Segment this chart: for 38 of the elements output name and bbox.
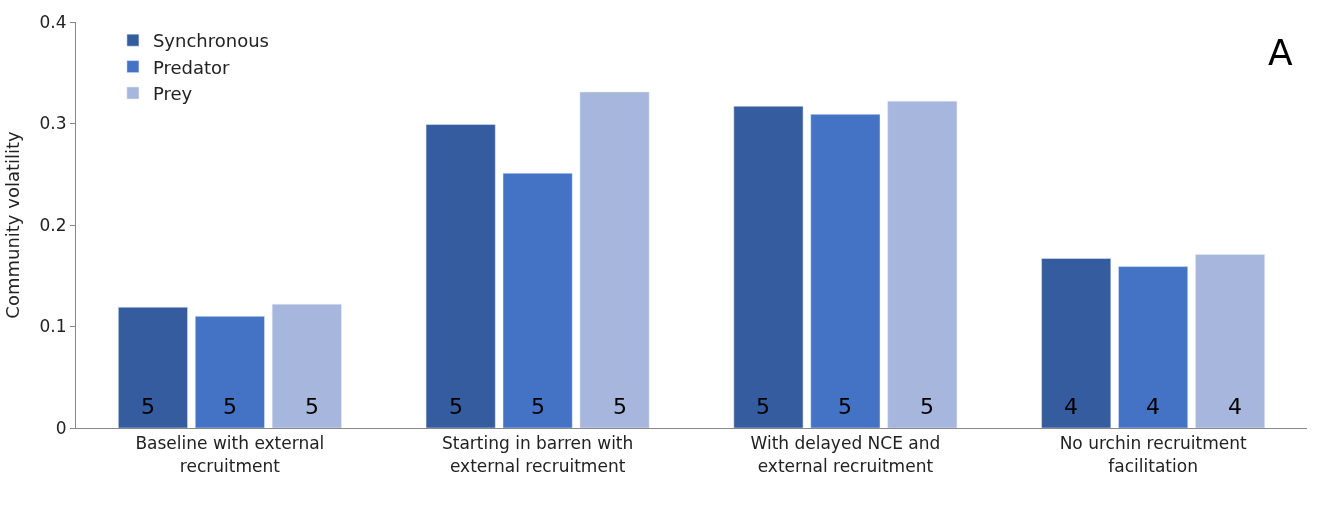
x-tick-label: Baseline with external recruitment [135, 433, 325, 476]
annotation: 5 [756, 394, 770, 419]
y-axis-title: Community volatility [1, 130, 23, 319]
bar [733, 106, 804, 428]
annotation: A [1268, 32, 1293, 73]
bar [195, 316, 265, 428]
bar [1041, 258, 1112, 428]
annotation: 4 [1228, 394, 1242, 419]
x-tick-label: With delayed NCE and external recruitment [750, 433, 941, 476]
legend-label: Prey [152, 83, 193, 105]
bar [810, 114, 881, 428]
annotation: 5 [449, 394, 463, 419]
annotation: 5 [838, 394, 852, 419]
bar [1118, 266, 1188, 428]
annotation: 5 [141, 394, 155, 419]
y-tick-label: 0.1 [39, 316, 67, 337]
bar [271, 303, 342, 428]
annotation: 5 [920, 394, 934, 419]
annotation: 5 [613, 394, 627, 419]
bar [425, 124, 496, 428]
annotation: 5 [223, 394, 237, 419]
y-tick-label: 0.4 [39, 11, 67, 32]
y-tick-label: 0.3 [39, 113, 67, 134]
bar [887, 100, 958, 428]
x-tick-label: No urchin recruitment facilitation [1059, 433, 1247, 476]
x-tick-label: Starting in barren with external recruitment [441, 433, 634, 476]
bar [1195, 254, 1265, 428]
annotation: 5 [305, 394, 319, 419]
annotation: 4 [1064, 394, 1078, 419]
y-tick-label: 0.2 [39, 214, 67, 235]
annotation: 5 [531, 394, 545, 419]
bar [502, 172, 573, 428]
y-tick-label: 0 [55, 417, 67, 438]
annotation: 4 [1146, 394, 1160, 419]
bar [118, 306, 188, 428]
bar [579, 91, 650, 428]
legend-label: Predator [152, 56, 231, 78]
legend-label: Synchronous [152, 30, 269, 52]
